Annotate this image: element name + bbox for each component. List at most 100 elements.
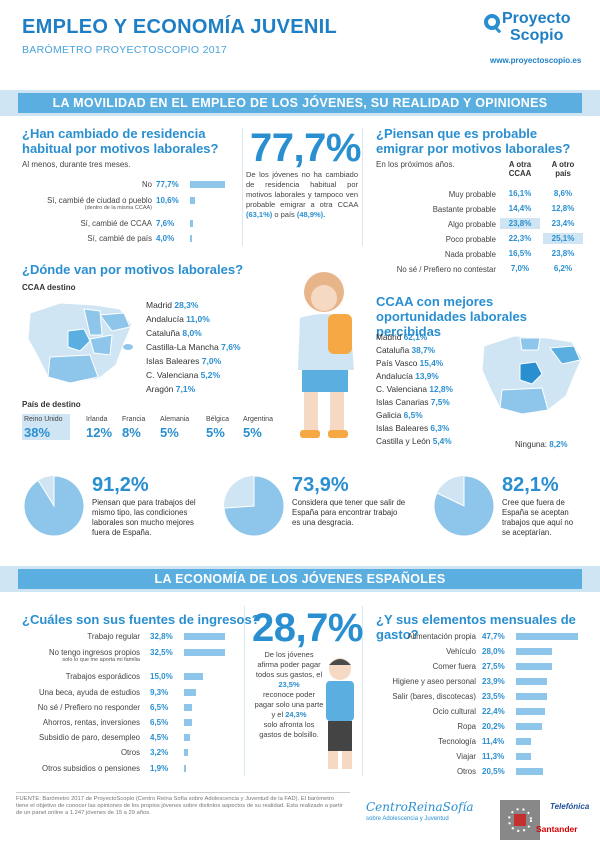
- ccaa-destination-item: Andalucía 11,0%: [146, 314, 210, 324]
- expense-row-label: Viajar: [456, 752, 476, 761]
- income-row-bar: [184, 649, 225, 656]
- divider: [362, 128, 363, 246]
- girl-illustration-icon: [298, 272, 354, 438]
- opportunities-title: CCAA con mejores oportunidades laborales…: [376, 294, 527, 339]
- banner-text: LA MOVILIDAD EN EL EMPLEO DE LOS JÓVENES…: [52, 96, 548, 110]
- income-row-bar: [184, 765, 187, 772]
- emigrate-col-country: A otro país: [551, 160, 575, 178]
- logo1-line2: sobre Adolescencia y Juventud: [366, 816, 449, 822]
- residence-note: Al menos, durante tres meses.: [22, 160, 131, 169]
- ccaa-destination-item: Islas Baleares 7,0%: [146, 356, 222, 366]
- page-title: EMPLEO Y ECONOMÍA JUVENIL: [22, 16, 337, 38]
- logo1-line1: CentroReinaSofía: [366, 800, 474, 814]
- residence-row-bar: [190, 197, 195, 204]
- ccaa-destino-label: CCAA destino: [22, 283, 76, 292]
- income-row-bar: [184, 734, 190, 741]
- expense-row-bar: [516, 693, 547, 700]
- center-stat2-value: 28,7%: [252, 606, 363, 650]
- expense-row-value: 22,4%: [482, 707, 505, 716]
- expense-row-value: 11,4%: [482, 737, 505, 746]
- expense-row-value: 11,3%: [482, 752, 505, 761]
- emigrate-country-value: 12,8%: [551, 204, 575, 213]
- emigrate-row-label: No sé / Prefiero no contestar: [396, 265, 496, 274]
- expense-row-value: 23,5%: [482, 692, 505, 701]
- footer-source: FUENTE: Barómetro 2017 de ProyectoScopio…: [16, 796, 343, 817]
- opportunity-item: Cataluña 38,7%: [376, 345, 436, 355]
- expense-row-value: 23,9%: [482, 677, 505, 686]
- telefonica-logo[interactable]: Telefónica: [550, 802, 590, 811]
- income-row-bar: [184, 749, 188, 756]
- expense-row-label: Vehículo: [446, 647, 476, 656]
- expense-row-label: Ocio cultural: [432, 707, 476, 716]
- income-row-label: Ahorros, rentas, inversiones: [42, 718, 140, 727]
- emigrate-ccaa-value: 16,5%: [508, 249, 532, 258]
- banner-text: LA ECONOMÍA DE LOS JÓVENES ESPAÑOLES: [154, 572, 446, 586]
- santander-logo[interactable]: Santander: [536, 824, 578, 834]
- pie-chart: [433, 475, 495, 537]
- income-row-label: No sé / Prefiero no responder: [37, 703, 140, 712]
- country-name: Irlanda: [86, 416, 108, 423]
- income-row-value: 3,2%: [150, 748, 169, 757]
- section-banner-mobility: LA MOVILIDAD EN EL EMPLEO DE LOS JÓVENES…: [0, 90, 600, 116]
- residence-row-value: 4,0%: [156, 234, 175, 243]
- logo-line1: Proyecto: [502, 10, 571, 27]
- residence-row-bar: [190, 181, 225, 188]
- destinations-title: ¿Dónde van por motivos laborales?: [22, 262, 244, 277]
- logo-line2: Scopio: [510, 27, 564, 44]
- residence-row-label: No: [142, 180, 152, 189]
- expense-row-label: Tecnología: [438, 737, 476, 746]
- opportunity-item: Andalucía 13,9%: [376, 371, 439, 381]
- income-row-value: 1,9%: [150, 764, 169, 773]
- emigrate-row-label: Poco probable: [445, 235, 496, 244]
- pie-slice: [23, 475, 85, 537]
- center-stat-text: De los jóvenes no ha cambiado de residen…: [246, 170, 358, 219]
- income-row-value: 6,5%: [150, 718, 169, 727]
- expense-row-value: 28,0%: [482, 647, 505, 656]
- country-value: 38%: [24, 425, 51, 440]
- income-row-value: 6,5%: [150, 703, 169, 712]
- pie-value: 91,2%: [92, 474, 149, 496]
- opportunity-item: Islas Canarias 7,5%: [376, 397, 450, 407]
- ccaa-destination-item: Cataluña 8,0%: [146, 328, 202, 338]
- expense-row-label: Ropa: [457, 722, 476, 731]
- income-row-label: Subsidio de paro, desempleo: [39, 733, 140, 742]
- divider: [244, 606, 245, 776]
- boy-illustration-icon: [326, 658, 354, 769]
- center-stat2-text: De los jóvenes afirma poder pagar todos …: [254, 650, 324, 739]
- country-name: Alemania: [160, 416, 190, 423]
- country-cell: [22, 414, 70, 440]
- spain-map-opportunities-icon: [481, 335, 583, 415]
- residence-row-label: Sí, cambié de país: [87, 234, 152, 243]
- country-value: 5%: [206, 425, 225, 440]
- income-row-label: Trabajos esporádicos: [65, 672, 140, 681]
- expense-row-label: Comer fuera: [432, 662, 476, 671]
- pie-text: Considera que tener que salir de España …: [292, 498, 406, 527]
- centro-reina-sofia-logo[interactable]: CentroReinaSofía sobre Adolescencia y Ju…: [366, 800, 486, 840]
- emigrate-note: En los próximos años.: [376, 160, 455, 169]
- expenses-title: ¿Y sus elementos mensuales de gasto?: [376, 612, 576, 642]
- expense-row-value: 20,5%: [482, 767, 505, 776]
- pie-slice: [223, 475, 285, 537]
- country-value: 5%: [160, 425, 179, 440]
- opportunity-item: C. Valenciana 12,8%: [376, 384, 453, 394]
- country-value: 12%: [86, 425, 113, 440]
- pie-text: Piensan que para trabajos del mismo tipo…: [92, 498, 196, 537]
- residence-row-label: Sí, cambié de CCAA: [80, 219, 152, 228]
- expense-row-bar: [516, 738, 531, 745]
- pie-value: 73,9%: [292, 474, 349, 496]
- emigrate-col-ccaa: A otra CCAA: [508, 160, 532, 178]
- ccaa-destination-item: C. Valenciana 5,2%: [146, 370, 221, 380]
- proyectoscopio-logo[interactable]: Proyecto Scopio www.proyectoscopio.es: [482, 10, 592, 70]
- emigrate-ccaa-value: 7,0%: [510, 264, 530, 273]
- emigrate-row-label: Bastante probable: [432, 205, 496, 214]
- expense-row-bar: [516, 753, 531, 760]
- income-row-value: 4,5%: [150, 733, 169, 742]
- page-subtitle: BARÓMETRO PROYECTOSCOPIO 2017: [22, 44, 228, 56]
- country-name: Argentina: [243, 416, 273, 423]
- residence-row-bar: [190, 235, 192, 242]
- residence-row-value: 77,7%: [156, 180, 179, 189]
- logo-url[interactable]: www.proyectoscopio.es: [490, 56, 582, 65]
- emigrate-row-label: Nada probable: [444, 250, 496, 259]
- emigrate-country-value: 23,4%: [551, 219, 575, 228]
- emigrate-country-value: 6,2%: [553, 264, 573, 273]
